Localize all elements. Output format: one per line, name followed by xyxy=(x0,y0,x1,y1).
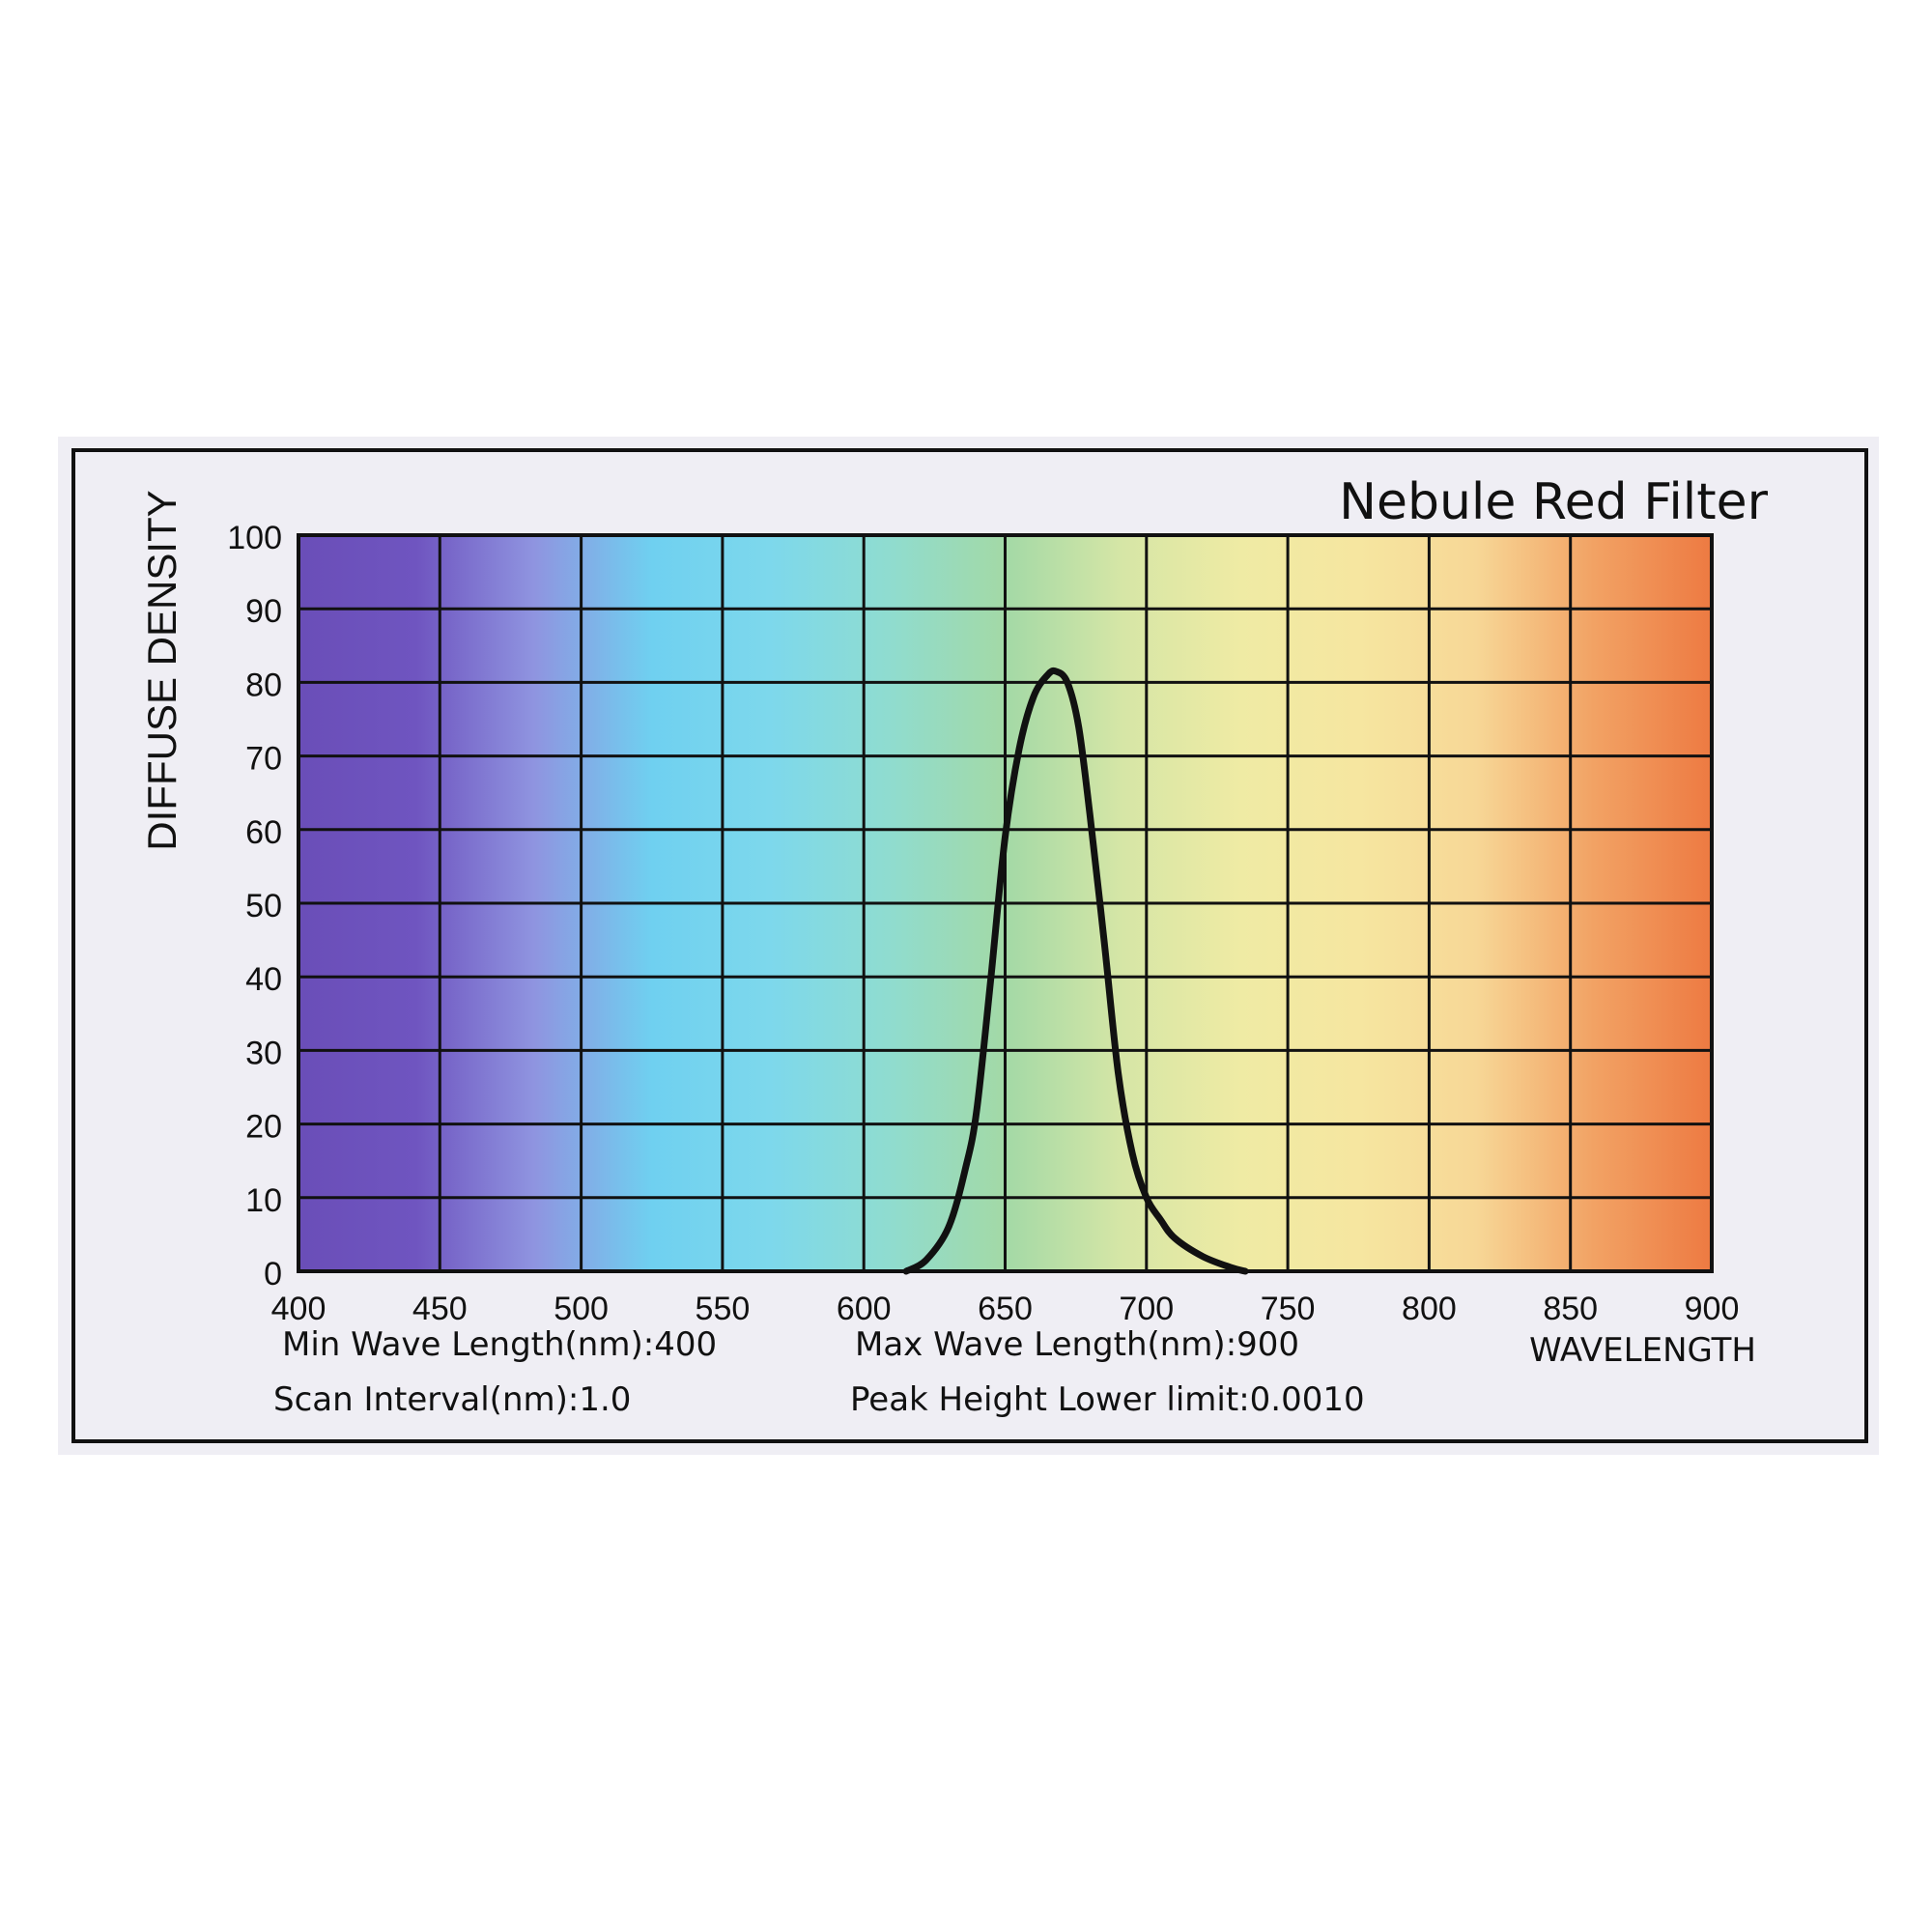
y-tick-label: 0 xyxy=(264,1256,282,1293)
x-tick-label: 550 xyxy=(696,1291,751,1327)
x-tick-labels: 400 450 500 550 600 650 700 750 800 850 900 xyxy=(271,1291,1740,1327)
y-tick-label: 20 xyxy=(245,1109,282,1146)
x-tick-label: 700 xyxy=(1119,1291,1174,1327)
x-tick-label: 600 xyxy=(837,1291,892,1327)
min-wave-label: Min Wave Length(nm):400 xyxy=(282,1325,717,1364)
x-tick-label: 750 xyxy=(1261,1291,1316,1327)
card-frame xyxy=(71,448,1868,1443)
max-wave-label: Max Wave Length(nm):900 xyxy=(855,1325,1299,1364)
y-tick-label: 100 xyxy=(227,520,282,556)
y-tick-labels: 0 10 20 30 40 50 60 70 80 90 100 xyxy=(227,520,282,1293)
plot-border xyxy=(297,533,1714,1273)
x-tick-label: 400 xyxy=(271,1291,327,1327)
transmission-curve xyxy=(902,667,1249,1275)
y-tick-label: 90 xyxy=(245,593,282,630)
x-tick-label: 800 xyxy=(1402,1291,1457,1327)
y-tick-label: 40 xyxy=(245,961,282,998)
y-tick-label: 10 xyxy=(245,1182,282,1219)
y-tick-label: 50 xyxy=(245,888,282,924)
peak-height-label: Peak Height Lower limit:0.0010 xyxy=(850,1380,1365,1419)
scan-interval-label: Scan Interval(nm):1.0 xyxy=(273,1380,631,1419)
y-axis-label: DIFFUSE DENSITY xyxy=(139,490,185,850)
y-tick-label: 80 xyxy=(245,667,282,703)
y-tick-label: 30 xyxy=(245,1035,282,1071)
x-tick-label: 850 xyxy=(1543,1291,1598,1327)
x-tick-label: 500 xyxy=(554,1291,609,1327)
x-tick-label: 900 xyxy=(1685,1291,1740,1327)
x-tick-label: 450 xyxy=(412,1291,468,1327)
x-tick-label: 650 xyxy=(978,1291,1033,1327)
y-tick-label: 70 xyxy=(245,741,282,778)
y-tick-label: 60 xyxy=(245,814,282,851)
x-axis-label: WAVELENGTH xyxy=(1529,1331,1756,1370)
chart-title: Nebule Red Filter xyxy=(1339,473,1769,531)
